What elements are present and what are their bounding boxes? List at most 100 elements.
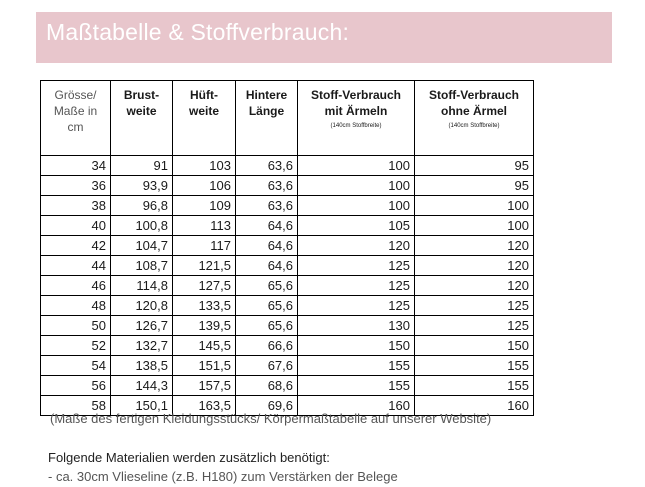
page-title: Maßtabelle & Stoffverbrauch: [46,19,350,45]
table-cell: 100,8 [110,215,173,236]
table-row: 52 132,7 145,5 66,6 150 150 [40,335,534,356]
table-cell: 139,5 [172,315,236,336]
table-cell: 100 [297,175,415,196]
table-cell: 133,5 [172,295,236,316]
table-cell: 105 [297,215,415,236]
table-row: 46 114,8 127,5 65,6 125 120 [40,275,534,296]
table-cell: 40 [40,215,111,236]
table-cell: 120 [414,275,534,296]
table-row: 44 108,7 121,5 64,6 125 120 [40,255,534,276]
table-cell: 125 [414,315,534,336]
table-cell: 130 [297,315,415,336]
table-row: 48 120,8 133,5 65,6 125 125 [40,295,534,316]
table-cell: 63,6 [235,155,298,176]
table-caption: (Maße des fertigen Kleidungsstücks/ Körp… [50,411,492,426]
table-cell: 108,7 [110,255,173,276]
table-row: 58 150,1 163,5 69,6 160 160 [40,395,534,416]
table-cell: 125 [297,275,415,296]
table-cell: 95 [414,155,534,176]
table-cell: 69,6 [235,395,298,416]
table-cell: 100 [414,195,534,216]
table-cell: 64,6 [235,215,298,236]
table-cell: 46 [40,275,111,296]
table-cell: 56 [40,375,111,396]
table-cell: 100 [297,155,415,176]
table-row: 42 104,7 117 64,6 120 120 [40,235,534,256]
header-fabric-with-sleeves: Stoff-Verbrauch mit Ärmeln (140cm Stoffb… [297,80,415,156]
table-cell: 155 [297,355,415,376]
table-cell: 150 [414,335,534,356]
table-cell: 120 [414,235,534,256]
table-cell: 68,6 [235,375,298,396]
table-cell: 52 [40,335,111,356]
table-cell: 125 [414,295,534,316]
table-cell: 96,8 [110,195,173,216]
table-cell: 95 [414,175,534,196]
table-cell: 121,5 [172,255,236,276]
table-cell: 64,6 [235,235,298,256]
table-cell: 65,6 [235,315,298,336]
table-cell: 120 [297,235,415,256]
table-cell: 100 [414,215,534,236]
table-row: 40 100,8 113 64,6 105 100 [40,215,534,236]
table-cell: 63,6 [235,195,298,216]
table-cell: 155 [414,355,534,376]
header-chest: Brust- weite [110,80,173,156]
table-cell: 120 [414,255,534,276]
table-cell: 36 [40,175,111,196]
table-cell: 34 [40,155,111,176]
materials-item: - ca. 30cm Vlieseline (z.B. H180) zum Ve… [48,469,398,484]
table-cell: 58 [40,395,111,416]
table-cell: 126,7 [110,315,173,336]
table-row: 38 96,8 109 63,6 100 100 [40,195,534,216]
table-cell: 44 [40,255,111,276]
table-cell: 113 [172,215,236,236]
table-cell: 104,7 [110,235,173,256]
table-cell: 163,5 [172,395,236,416]
table-cell: 127,5 [172,275,236,296]
table-cell: 103 [172,155,236,176]
table-row: 36 93,9 106 63,6 100 95 [40,175,534,196]
table-cell: 155 [297,375,415,396]
table-cell: 155 [414,375,534,396]
table-cell: 114,8 [110,275,173,296]
table-cell: 106 [172,175,236,196]
table-cell: 63,6 [235,175,298,196]
table-cell: 100 [297,195,415,216]
header-hip: Hüft- weite [172,80,236,156]
header-note: (140cm Stoffbreite) [448,123,500,129]
table-cell: 138,5 [110,355,173,376]
table-cell: 64,6 [235,255,298,276]
title-banner: Maßtabelle & Stoffverbrauch: [36,12,612,63]
table-cell: 125 [297,255,415,276]
table-cell: 160 [414,395,534,416]
table-cell: 109 [172,195,236,216]
table-cell: 120,8 [110,295,173,316]
materials-title: Folgende Materialien werden zusätzlich b… [48,450,330,465]
size-table: Grösse/ Maße in cm Brust- weite Hüft- we… [40,80,534,416]
table-cell: 67,6 [235,355,298,376]
table-row: 50 126,7 139,5 65,6 130 125 [40,315,534,336]
table-cell: 38 [40,195,111,216]
table-cell: 65,6 [235,275,298,296]
header-size: Grösse/ Maße in cm [40,80,111,156]
table-cell: 91 [110,155,173,176]
table-cell: 132,7 [110,335,173,356]
table-cell: 144,3 [110,375,173,396]
table-cell: 117 [172,235,236,256]
table-cell: 151,5 [172,355,236,376]
table-cell: 65,6 [235,295,298,316]
table-cell: 93,9 [110,175,173,196]
header-back-length: Hintere Länge [235,80,298,156]
table-row: 34 91 103 63,6 100 95 [40,155,534,176]
table-cell: 42 [40,235,111,256]
table-cell: 66,6 [235,335,298,356]
table-cell: 157,5 [172,375,236,396]
table-row: 56 144,3 157,5 68,6 155 155 [40,375,534,396]
table-header-row: Grösse/ Maße in cm Brust- weite Hüft- we… [40,80,534,156]
table-cell: 54 [40,355,111,376]
table-cell: 50 [40,315,111,336]
table-cell: 160 [297,395,415,416]
table-cell: 145,5 [172,335,236,356]
table-cell: 48 [40,295,111,316]
